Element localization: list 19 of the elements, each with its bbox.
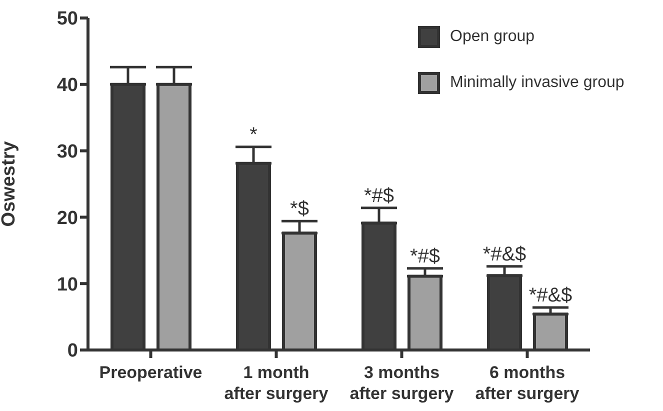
- x-tick-label: 1 month after surgery: [224, 363, 329, 403]
- data-label: *: [250, 124, 258, 146]
- data-label: *$: [290, 198, 309, 220]
- y-tick-label: 20: [56, 208, 78, 229]
- data-label: *#&$: [528, 284, 572, 307]
- legend-label: Open group: [450, 28, 535, 46]
- data-label: *#$: [410, 245, 440, 268]
- x-tick-label: 3 months after surgery: [350, 363, 454, 403]
- x-tick-label: Preoperative: [99, 363, 202, 382]
- y-tick-label: 50: [56, 8, 78, 30]
- y-axis-title: Oswestry: [0, 140, 20, 227]
- x-tick-label: 6 months after surgery: [475, 363, 580, 403]
- y-tick-label: 10: [56, 274, 78, 296]
- data-label: *#$: [364, 184, 394, 207]
- legend-label: Minimally invasive group: [450, 74, 624, 92]
- data-label: *#&$: [482, 243, 526, 266]
- y-tick-label: 0: [67, 340, 78, 362]
- y-tick-label: 30: [56, 142, 78, 163]
- y-tick-label: 40: [56, 75, 78, 96]
